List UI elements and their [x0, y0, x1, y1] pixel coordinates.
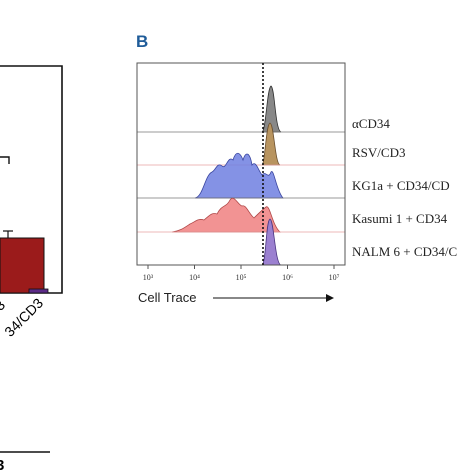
- x-axis: 10³ 10⁴ 10⁵ 10⁶ 10⁷: [143, 265, 340, 282]
- row-label: Kasumi 1 + CD34: [352, 211, 448, 226]
- x-tick-label: 10⁵: [236, 273, 247, 282]
- x-tick-label: 10⁶: [282, 273, 293, 282]
- panel-a: 3 34/CD3 3: [0, 65, 63, 474]
- row-label: αCD34: [352, 116, 390, 131]
- histogram: [261, 218, 282, 266]
- histogram: [194, 152, 284, 199]
- bar: [0, 237, 45, 294]
- x-tick-label: 10⁴: [189, 273, 200, 282]
- row-label: KG1a + CD34/CD: [352, 178, 450, 193]
- footer-text: 3: [0, 457, 4, 474]
- x-tick-label: 10⁷: [329, 273, 340, 282]
- panel-b: B 10³ 10⁴ 10⁵ 10⁶ 10⁷ Cell Trace αCD34 RSV/CD…: [136, 32, 457, 305]
- x-tick-label: 10³: [143, 273, 154, 282]
- bar: [28, 288, 49, 294]
- histogram: [261, 122, 281, 166]
- axis-arrow-head: [326, 294, 334, 302]
- category-label: 3: [0, 297, 8, 314]
- row-label: NALM 6 + CD34/C: [352, 244, 457, 259]
- row-labels: αCD34 RSV/CD3 KG1a + CD34/CD Kasumi 1 + CD3…: [352, 116, 457, 259]
- significance-bracket: [0, 156, 10, 164]
- row-label: RSV/CD3: [352, 145, 405, 160]
- panel-label: B: [136, 32, 148, 51]
- x-axis-label: Cell Trace: [138, 290, 197, 305]
- histogram: [261, 85, 282, 133]
- category-label: 34/CD3: [1, 295, 46, 340]
